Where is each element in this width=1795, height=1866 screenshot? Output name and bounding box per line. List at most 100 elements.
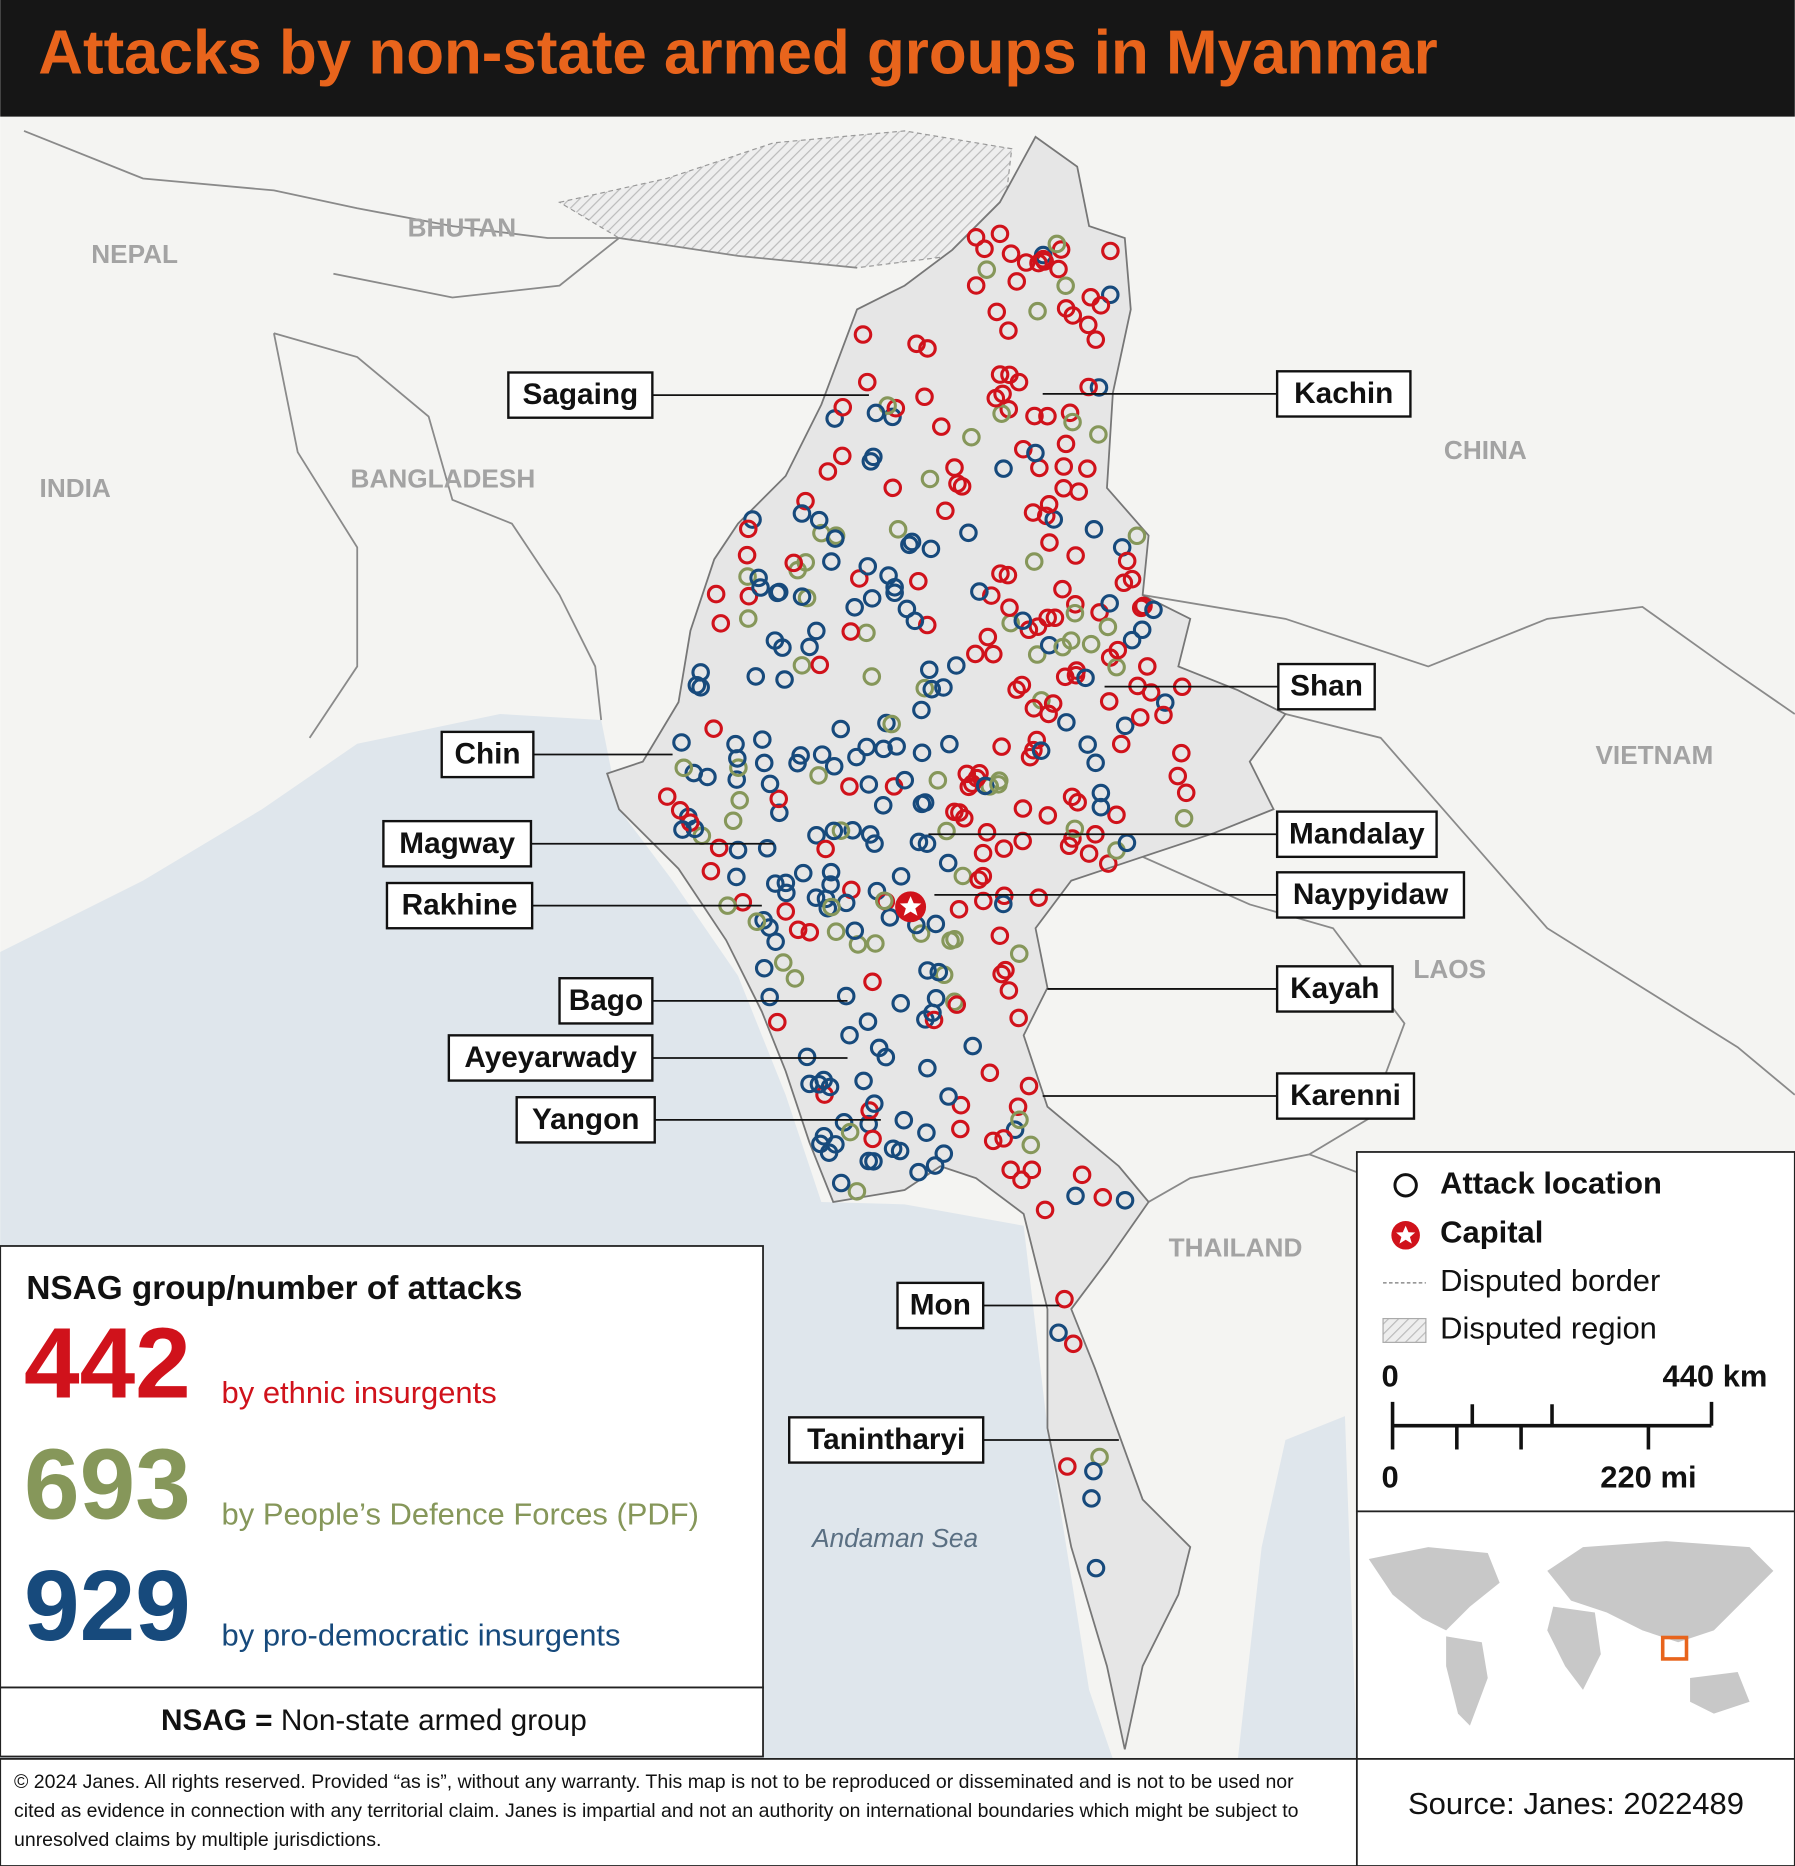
legend-hatch	[1382, 1317, 1427, 1343]
attack-circle	[1039, 635, 1059, 655]
attack-circle	[727, 867, 746, 887]
attack-circle	[858, 557, 878, 576]
attack-circle	[811, 1134, 830, 1154]
legend-item: Capital	[1440, 1214, 1543, 1249]
attack-circle	[865, 834, 884, 853]
attack-circle	[821, 875, 840, 894]
attack-circle	[937, 821, 956, 841]
footer	[0, 1758, 1795, 1866]
region-box	[382, 819, 533, 868]
attack-circle	[777, 883, 796, 903]
attack-circle	[1065, 603, 1085, 623]
attack-circle	[809, 766, 828, 785]
attack-circle	[824, 821, 844, 841]
attack-circle	[701, 861, 721, 881]
attack-circle	[1089, 378, 1109, 397]
attack-circle	[890, 1141, 910, 1161]
attack-circle	[909, 832, 929, 852]
attack-circle	[1039, 704, 1058, 724]
attack-circle	[832, 446, 852, 466]
legend-star	[1396, 1225, 1416, 1244]
attack-circle	[1031, 741, 1051, 760]
attack-circle	[917, 1123, 936, 1142]
attack-circle	[962, 427, 981, 447]
attack-circle	[753, 730, 772, 749]
attack-circle	[1099, 692, 1119, 711]
attack-circle	[864, 1152, 883, 1171]
attack-circle	[1000, 598, 1019, 617]
attack-circle	[1086, 330, 1106, 349]
attack-circle	[1086, 1558, 1106, 1578]
attack-circle	[963, 1036, 982, 1056]
attack-circle	[1056, 276, 1075, 296]
attack-circle	[1081, 634, 1101, 654]
region-box	[1275, 370, 1412, 418]
attack-circle	[785, 969, 805, 988]
attack-circle	[850, 569, 869, 588]
attack-circle	[895, 770, 915, 790]
attack-circle	[865, 1094, 884, 1113]
attack-circle	[768, 1012, 787, 1032]
attack-circle	[729, 758, 748, 777]
attack-circle	[921, 539, 941, 559]
attack-circle	[1107, 805, 1126, 825]
country-label: NEPAL	[91, 239, 178, 269]
attack-circle	[981, 586, 1001, 605]
attack-circle	[1174, 808, 1194, 828]
attack-circle	[841, 622, 861, 641]
attack-circle	[859, 775, 879, 794]
attack-circle	[826, 922, 846, 941]
attack-circle	[1091, 296, 1111, 315]
legend-item: Disputed region	[1440, 1311, 1657, 1346]
attack-circle	[818, 462, 838, 481]
attack-circle	[743, 510, 762, 529]
attack-circle	[728, 749, 747, 768]
attack-circle	[1029, 253, 1048, 273]
attack-circle	[864, 447, 883, 467]
attack-circle	[760, 987, 779, 1007]
country-label: CHINA	[1444, 435, 1527, 465]
attack-circle	[840, 1122, 860, 1142]
scale-label: 440 km	[1662, 1358, 1767, 1393]
attack-circle	[1066, 546, 1085, 565]
attack-circle	[723, 811, 743, 831]
attack-circle	[840, 777, 859, 796]
sea-label: Andaman Sea	[810, 1523, 978, 1553]
attack-circle	[888, 520, 908, 539]
attack-circle	[917, 834, 937, 854]
attack-circle	[1012, 1170, 1031, 1190]
attack-circle	[929, 962, 949, 982]
attack-circle	[991, 564, 1010, 583]
attack-circle	[1039, 495, 1059, 514]
attack-circle	[957, 764, 977, 784]
attack-circle	[1053, 637, 1072, 657]
region-box	[896, 1281, 985, 1330]
attack-circle	[1144, 600, 1163, 620]
attack-circle	[1072, 1165, 1092, 1185]
attack-circle	[918, 339, 937, 358]
attack-circle	[1016, 253, 1036, 272]
attack-circle	[814, 1070, 833, 1090]
attack-circle	[928, 771, 948, 790]
attack-circle	[754, 958, 774, 978]
attack-circle	[918, 1058, 937, 1078]
attack-circle	[1029, 888, 1048, 907]
definition-term: NSAG =	[161, 1704, 273, 1737]
attack-circle	[843, 821, 862, 840]
attack-circle	[674, 758, 694, 778]
attack-circle	[1040, 533, 1059, 552]
region-label: Ayeyarwady	[464, 1041, 637, 1074]
attack-circle	[698, 767, 717, 787]
attack-circle	[891, 994, 910, 1013]
attack-circle	[822, 897, 841, 917]
attack-circle	[1176, 783, 1196, 803]
attack-circle	[969, 870, 989, 889]
region-box	[1275, 1072, 1416, 1120]
attack-circle	[1013, 831, 1032, 851]
title: Attacks by non-state armed groups in Mya…	[38, 18, 1437, 87]
copyright: © 2024 Janes. All rights reserved. Provi…	[14, 1771, 1299, 1851]
attack-circle	[747, 912, 767, 931]
attack-circle	[1049, 259, 1068, 279]
attack-circle	[840, 1025, 859, 1045]
